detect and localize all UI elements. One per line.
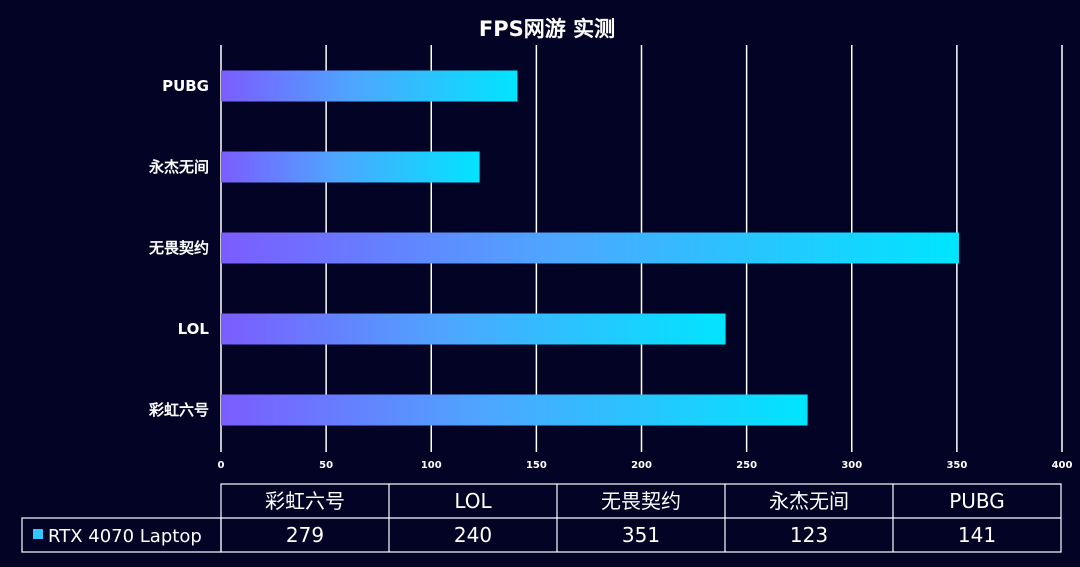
bars-layer (221, 70, 959, 426)
x-tick-label: 200 (631, 460, 652, 471)
bar-1 (221, 151, 480, 183)
table-value: 240 (454, 523, 492, 547)
series-cell-border (21, 517, 222, 553)
x-tick-label: 0 (218, 460, 225, 471)
x-tick-label: 100 (421, 460, 442, 471)
x-tick-label: 400 (1052, 460, 1073, 471)
bar-2 (221, 232, 959, 264)
table-value: 123 (790, 523, 828, 547)
bar-3 (221, 313, 726, 345)
table-value: 351 (622, 523, 660, 547)
category-label: 永杰无间 (148, 158, 209, 176)
series-name: RTX 4070 Laptop (48, 526, 202, 547)
category-label: PUBG (162, 77, 209, 95)
table-header: 无畏契约 (601, 489, 681, 513)
legend-swatch-icon (33, 529, 43, 539)
x-tick-label: 150 (526, 460, 547, 471)
table-header: LOL (454, 489, 492, 513)
bar-4 (221, 394, 808, 426)
category-label: 彩虹六号 (148, 401, 209, 419)
bar-0 (221, 70, 518, 102)
category-label: LOL (178, 320, 210, 338)
data-table: 彩虹六号 279 LOL 240 无畏契约 351 永杰无间 123 PUBG 141 RTX 40… (21, 483, 1062, 553)
table-header: 永杰无间 (769, 489, 849, 513)
x-tick-label: 250 (736, 460, 757, 471)
x-tick-label: 300 (841, 460, 862, 471)
x-axis-ticks: 0 50 100 150 200 250 300 350 400 (218, 460, 1073, 471)
table-header: PUBG (949, 489, 1005, 513)
table-value: 279 (286, 523, 324, 547)
x-tick-label: 350 (946, 460, 967, 471)
x-tick-label: 50 (319, 460, 333, 471)
table-header: 彩虹六号 (265, 489, 345, 513)
category-label: 无畏契约 (148, 239, 209, 257)
table-value: 141 (958, 523, 996, 547)
chart-title: FPS网游 实测 (479, 17, 615, 41)
